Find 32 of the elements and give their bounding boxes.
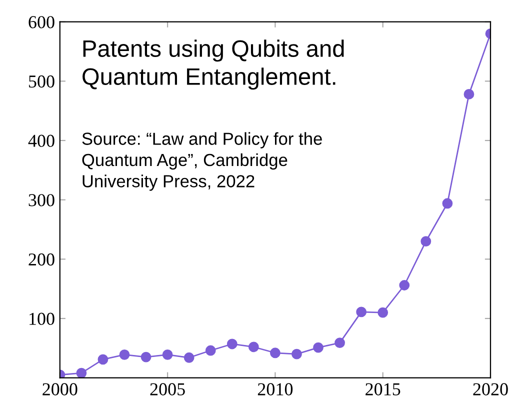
point: [334, 338, 345, 348]
point: [399, 280, 410, 290]
text: Patents using Qubits and Quantum Entanglement.: [82, 40, 344, 90]
point: [205, 345, 216, 356]
point: [356, 306, 367, 318]
point: [184, 352, 194, 363]
x-tick-label: 2000: [42, 383, 78, 396]
x-tick-label: 2005: [150, 383, 185, 396]
point: [270, 348, 280, 358]
point: [442, 198, 453, 209]
point: [162, 349, 173, 360]
point: [226, 338, 238, 350]
point: [140, 352, 152, 362]
x-tick-label: 2015: [366, 383, 400, 396]
y-tick-label: 200: [28, 253, 54, 266]
point: [248, 342, 259, 352]
y-tick-label: 400: [28, 134, 54, 147]
point: [119, 349, 130, 360]
point: [378, 307, 388, 318]
annotation: Source: “Law and Policy for the Quantum Age”, Cambridge University Press, 2022: [82, 132, 322, 191]
point: [98, 354, 108, 365]
y-tick-label: 100: [30, 312, 54, 325]
y-tick-label: 500: [29, 75, 54, 88]
x-tick-label: 2010: [258, 383, 293, 396]
point: [76, 368, 87, 378]
point: [420, 236, 432, 247]
point: [313, 342, 324, 353]
y-tick-label: 300: [28, 194, 54, 206]
x-tick-label: 2020: [473, 383, 508, 396]
point: [292, 348, 302, 360]
y-tick-label: 600: [28, 16, 54, 28]
point: [464, 89, 474, 100]
